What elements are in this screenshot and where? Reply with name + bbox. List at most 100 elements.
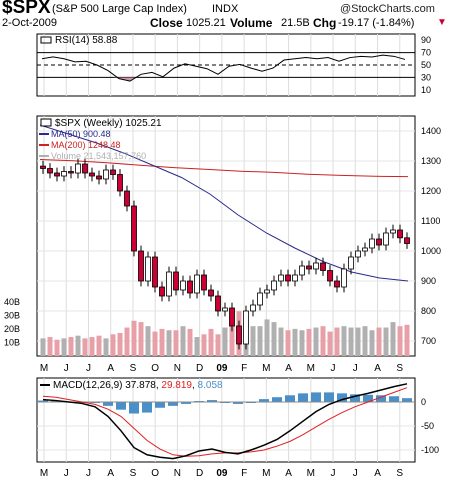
x-tick-label: J — [86, 468, 91, 479]
price-legend-swatch — [40, 118, 52, 127]
legend-entry: MA(50) 900.48 — [51, 129, 111, 139]
volume-bar — [75, 335, 81, 356]
macd-histogram-bar — [207, 400, 217, 402]
chart-date: 2-Oct-2009 — [2, 17, 58, 29]
volume-value: 21.5B — [281, 17, 310, 29]
price-tick-label: 1200 — [421, 186, 441, 196]
volume-tick-label: 10B — [4, 337, 20, 347]
rsi-legend-swatch — [40, 36, 52, 44]
volume-bar — [82, 338, 88, 356]
candle-body — [250, 304, 256, 312]
chg-label: Chg — [313, 16, 337, 30]
candle-body — [40, 165, 46, 169]
rsi-tick-label: 70 — [421, 48, 431, 58]
candle-body — [264, 289, 270, 294]
volume-bar — [313, 327, 319, 356]
macd-tick-label: -50 — [421, 421, 434, 431]
candle-body — [334, 280, 340, 288]
macd-histogram-bar — [116, 402, 126, 410]
macd-histogram-bar — [38, 400, 48, 402]
candle-body — [103, 169, 109, 180]
x-tick-label: M — [307, 468, 315, 479]
legend-entry: Volume 21,543,157,760 — [51, 151, 146, 161]
x-tick-label: J — [64, 468, 69, 479]
volume-bar — [278, 327, 284, 356]
price-frame — [36, 115, 416, 357]
volume-bar — [341, 326, 347, 356]
volume-bar — [61, 338, 67, 356]
candle-body — [229, 307, 235, 327]
macd-frame — [36, 377, 416, 463]
volume-bar — [40, 338, 46, 356]
candle-body — [68, 171, 74, 174]
x-tick-label: A — [285, 363, 292, 374]
x-tick-label: A — [107, 363, 114, 374]
volume-bar — [390, 322, 396, 356]
candle-body — [362, 247, 368, 252]
macd-histogram-bar — [363, 394, 373, 402]
volume-bar — [173, 330, 179, 356]
x-tick-label: S — [396, 468, 403, 479]
x-tick-label: A — [107, 468, 114, 479]
volume-bar — [159, 328, 165, 356]
candle-body — [355, 250, 361, 258]
volume-bar — [229, 323, 235, 356]
x-tick-label: M — [40, 363, 48, 374]
x-tick-label: O — [151, 363, 159, 374]
candle-body — [187, 280, 193, 294]
macd-legend: MACD(12,26,9) 37.878, 29.819, 8.058 — [53, 380, 223, 391]
macd-panel: 0 -50 -100 MACD(12,26,9) 37.878, 29.819, 8.… — [36, 377, 439, 463]
symbol-title: $SPX — [2, 0, 51, 18]
macd-histogram-bar — [389, 396, 399, 402]
candle-body — [271, 280, 277, 291]
x-tick-label: J — [331, 468, 336, 479]
candle-body — [299, 265, 305, 276]
macd-line — [42, 383, 408, 460]
x-tick-label: F — [241, 468, 247, 479]
macd-legend-part: , — [192, 380, 198, 391]
macd-histogram-bar — [259, 399, 269, 402]
volume-bar — [166, 330, 172, 356]
price-tick-label: 800 — [421, 306, 436, 316]
candle-body — [159, 286, 165, 297]
candle-body — [173, 271, 179, 291]
x-tick-label: M — [307, 363, 315, 374]
candle-body — [117, 174, 123, 192]
close-label: Close — [150, 16, 183, 30]
volume-label: Volume — [230, 16, 273, 30]
candle-body — [327, 270, 333, 282]
chg-value: -19.17 (-1.84%) — [338, 17, 415, 29]
macd-histogram-bar — [298, 393, 308, 402]
rsi-tick-label: 50 — [421, 60, 431, 70]
candle-body — [404, 237, 410, 244]
price-tick-label: 1400 — [421, 126, 441, 136]
volume-bar — [68, 337, 74, 356]
candle-body — [138, 250, 144, 282]
macd-histogram-bar — [337, 393, 347, 402]
volume-bar — [397, 326, 403, 356]
rsi-tick-label: 90 — [421, 35, 431, 45]
x-tick-label: A — [374, 363, 381, 374]
x-axis-lower: M J J A S O N D 09 F M A M J J A S — [40, 468, 404, 479]
watermark: @StockCharts.com — [340, 3, 435, 15]
volume-bar — [320, 326, 326, 356]
candle-body — [292, 274, 298, 282]
candle-body — [166, 271, 172, 297]
x-tick-label: S — [130, 468, 137, 479]
macd-histogram-bar — [129, 402, 139, 414]
volume-bar — [299, 330, 305, 356]
candle-body — [82, 163, 88, 174]
volume-bar — [47, 337, 53, 356]
candle-body — [89, 172, 95, 177]
macd-histogram-bar — [272, 397, 282, 402]
macd-histogram-bar — [142, 402, 152, 413]
macd-legend-part: MACD(12,26,9) 37.878, — [53, 380, 161, 391]
price-tick-label: 900 — [421, 276, 436, 286]
volume-bar — [89, 337, 95, 356]
volume-bar — [117, 332, 123, 356]
candle-body — [110, 169, 116, 175]
rsi-line — [41, 54, 406, 82]
volume-bar — [201, 334, 207, 356]
x-tick-label: J — [353, 468, 358, 479]
volume-bar — [355, 327, 361, 356]
